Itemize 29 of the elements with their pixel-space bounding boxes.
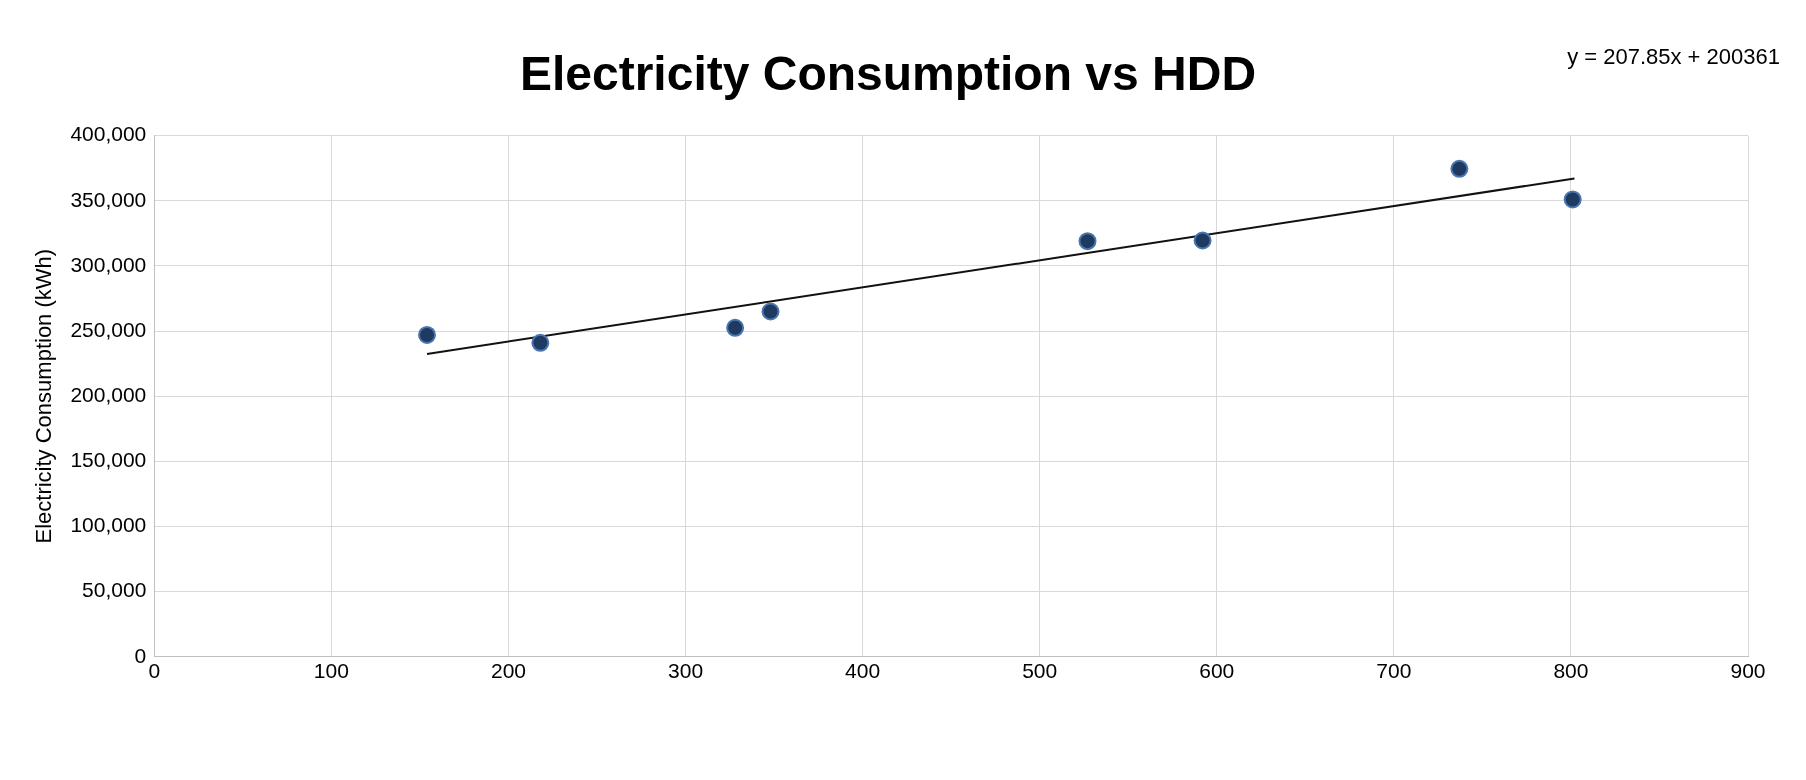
x-tick-label: 400 — [845, 659, 881, 683]
y-tick-label: 350,000 — [70, 187, 147, 211]
y-tick-label: 150,000 — [70, 448, 147, 472]
y-tick-label: 200,000 — [70, 383, 147, 406]
x-tick-label: 800 — [1553, 659, 1589, 683]
y-axis-title: Electricity Consumption (kWh) — [31, 248, 57, 544]
point — [1450, 159, 1469, 178]
x-tick-label: 200 — [490, 659, 526, 683]
point — [1563, 190, 1582, 209]
y-tick-label: 400,000 — [70, 122, 147, 146]
point — [418, 325, 437, 344]
x-tick-label: 100 — [313, 659, 349, 683]
point — [761, 302, 780, 321]
y-tick-label: 0 — [134, 643, 147, 667]
point — [726, 318, 745, 337]
y-tick-label: 100,000 — [70, 513, 147, 537]
point — [1193, 231, 1212, 250]
text: y = 207.85x + 200361 — [1567, 44, 1780, 69]
x-tick-label: 500 — [1022, 659, 1058, 683]
x-tick-label: 300 — [668, 659, 704, 683]
point — [1078, 232, 1097, 251]
y-tick-label: 250,000 — [70, 317, 147, 341]
x-tick-label: 600 — [1199, 659, 1235, 683]
chart-title: Electricity Consumption vs HDD — [519, 47, 1257, 101]
x-tick-label: 900 — [1730, 659, 1766, 683]
y-tick-label: 300,000 — [70, 252, 147, 276]
x-tick-label: 700 — [1376, 659, 1412, 683]
y-tick-label: 50,000 — [82, 578, 147, 602]
point — [531, 333, 550, 352]
